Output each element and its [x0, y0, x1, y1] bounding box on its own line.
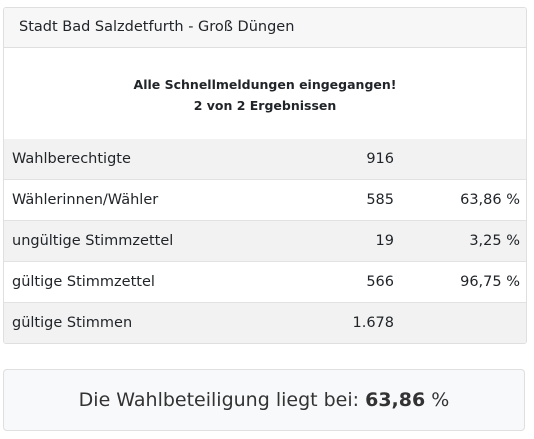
row-count: 916 — [366, 151, 394, 167]
turnout-unit: % — [431, 389, 450, 411]
row-label: Wählerinnen/Wähler — [12, 192, 159, 208]
notice-line: 2 von 2 Ergebnissen — [193, 98, 337, 113]
row-percent: 63,86 % — [460, 192, 520, 208]
notice-line: Alle Schnellmeldungen eingegangen! — [133, 77, 397, 92]
notice: Alle Schnellmeldungen eingegangen! 2 von… — [4, 48, 526, 139]
table-row: gültige Stimmen 1.678 — [4, 302, 526, 343]
row-percent: 96,75 % — [460, 274, 520, 290]
turnout-box: Die Wahlbeteiligung liegt bei: 63,86 % — [3, 369, 525, 431]
row-count: 585 — [366, 192, 394, 208]
turnout-label: Die Wahlbeteiligung liegt bei: — [78, 389, 360, 411]
row-label: gültige Stimmzettel — [12, 274, 155, 290]
result-card: Stadt Bad Salzdetfurth - Groß Düngen All… — [3, 7, 527, 344]
results-table: Wahlberechtigte 916 Wählerinnen/Wähler 585 6… — [4, 139, 526, 343]
row-label: Wahlberechtigte — [12, 151, 131, 167]
card-header: Stadt Bad Salzdetfurth - Groß Düngen — [4, 8, 526, 48]
row-label: ungültige Stimmzettel — [12, 233, 174, 249]
row-count: 1.678 — [352, 315, 394, 331]
turnout-value: 63,86 — [365, 389, 426, 411]
row-label: gültige Stimmen — [12, 315, 133, 331]
table-row: Wahlberechtigte 916 — [4, 139, 526, 179]
table-row: Wählerinnen/Wähler 585 63,86 % — [4, 179, 526, 220]
row-count: 566 — [366, 274, 394, 290]
row-percent: 3,25 % — [469, 233, 520, 249]
row-count: 19 — [375, 233, 394, 249]
table-row: ungültige Stimmzettel 19 3,25 % — [4, 220, 526, 261]
table-row: gültige Stimmzettel 566 96,75 % — [4, 261, 526, 302]
